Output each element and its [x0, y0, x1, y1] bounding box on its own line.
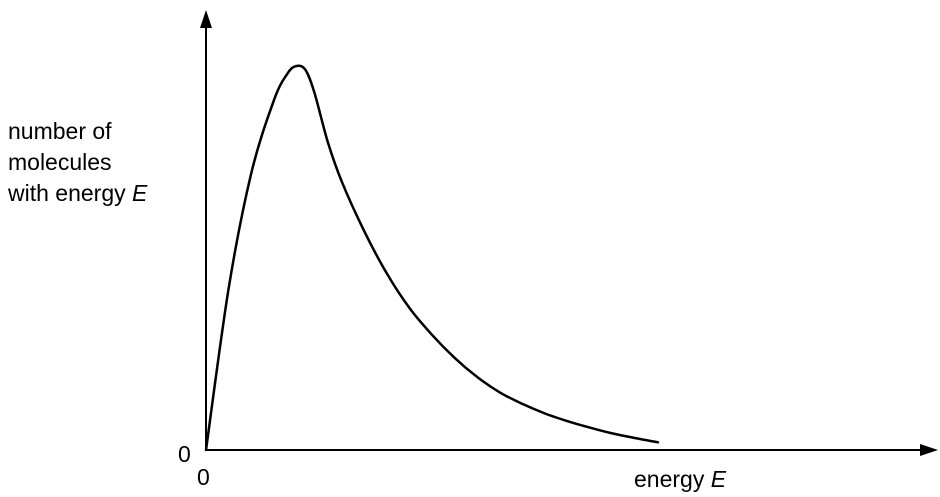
x-axis-label: energy E: [634, 464, 726, 495]
y-axis-label-line-1: number of: [8, 118, 112, 144]
distribution-curve: [204, 64, 660, 452]
x-axis-label-text: energy: [634, 466, 705, 492]
y-axis-arrowhead: [200, 10, 212, 28]
x-axis-label-symbol: E: [710, 466, 727, 492]
y-axis-label: number of molecules with energy E: [8, 116, 147, 209]
y-axis-label-line-2: molecules: [8, 149, 112, 175]
x-tick-label-0: 0: [197, 464, 210, 490]
y-axis-label-text: with energy: [8, 180, 126, 206]
y-tick-label-0: 0: [178, 441, 191, 467]
x-axis-arrowhead: [920, 444, 938, 456]
y-axis-label-symbol: E: [132, 180, 148, 206]
y-axis-label-line-3: with energy E: [8, 178, 147, 209]
